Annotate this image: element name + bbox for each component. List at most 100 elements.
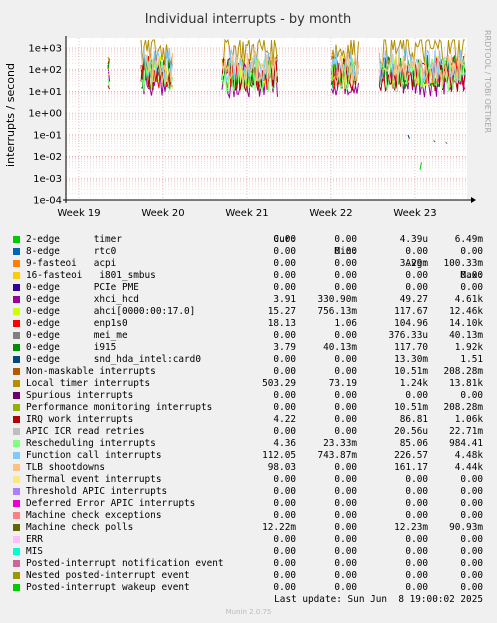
value-max: 100.33m — [443, 258, 483, 269]
value-avg: 0.00 — [405, 570, 428, 581]
legend-row: Rescheduling interrupts 4.36 23.33m 85.06 98… — [0, 438, 497, 450]
value-min: 0.00 — [334, 246, 357, 257]
legend-row: Machine check polls 12.22m 0.00 12.23m 90.93… — [0, 522, 497, 534]
legend-label: 0-edge enp1s0 — [26, 318, 128, 329]
value-max: 4.44k — [454, 462, 483, 473]
legend-label: Function call interrupts — [26, 450, 162, 461]
legend-label: MIS — [26, 546, 43, 557]
y-tick-label: 1e-03 — [33, 174, 62, 185]
value-avg: 10.51m — [394, 366, 428, 377]
legend-label: Non-maskable interrupts — [26, 366, 156, 377]
legend-swatch — [13, 572, 20, 579]
legend-row: Spurious interrupts 0.00 0.00 0.00 0.00 — [0, 390, 497, 402]
rrdtool-credit: RRDTOOL / TOBI OETIKER — [483, 30, 492, 133]
value-max: 984.41 — [449, 438, 483, 449]
value-avg: 13.30m — [394, 354, 428, 365]
legend-swatch — [13, 500, 20, 507]
value-max: 0.00 — [460, 486, 483, 497]
legend-rows: 2-edge timer 0.00 0.00 4.39u 6.49m 8-edge rtc… — [0, 234, 497, 594]
legend-label: ERR — [26, 534, 43, 545]
legend-label: IRQ work interrupts — [26, 414, 134, 425]
value-max: 22.71m — [449, 426, 483, 437]
value-avg: 0.00 — [405, 510, 428, 521]
value-cur: 0.00 — [273, 330, 296, 341]
legend-label: 0-edge i915 — [26, 342, 117, 353]
legend-row: Performance monitoring interrupts 0.00 0.0… — [0, 402, 497, 414]
value-avg: 104.96 — [394, 318, 428, 329]
value-min: 0.00 — [334, 582, 357, 593]
value-cur: 3.91 — [273, 294, 296, 305]
value-max: 0.00 — [460, 558, 483, 569]
legend-swatch — [13, 392, 20, 399]
legend-label: APIC ICR read retries — [26, 426, 145, 437]
x-tick-label: Week 19 — [57, 208, 100, 219]
value-cur: 4.22 — [273, 414, 296, 425]
y-tick-label: 1e+00 — [28, 109, 62, 120]
value-max: 1.06k — [454, 414, 483, 425]
legend-label: 9-fasteoi acpi — [26, 258, 117, 269]
value-cur: 0.00 — [273, 426, 296, 437]
value-cur: 0.00 — [273, 570, 296, 581]
legend-row: Machine check exceptions 0.00 0.00 0.00 0.00 — [0, 510, 497, 522]
value-min: 743.87m — [317, 450, 357, 461]
y-tick-label: 1e-04 — [33, 196, 62, 207]
legend-label: Performance monitoring interrupts — [26, 402, 213, 413]
y-tick-label: 1e+02 — [28, 65, 62, 76]
legend-swatch — [13, 272, 20, 279]
legend-row: 0-edge xhci_hcd 3.91 330.90m 49.27 4.61k — [0, 294, 497, 306]
legend-swatch — [13, 284, 20, 291]
legend-swatch — [13, 308, 20, 315]
value-avg: 4.39u — [399, 234, 428, 245]
legend-row: TLB shootdowns 98.03 0.00 161.17 4.44k — [0, 462, 497, 474]
value-avg: 12.23m — [394, 522, 428, 533]
legend-swatch — [13, 416, 20, 423]
value-min: 0.00 — [334, 522, 357, 533]
value-max: 1.92k — [454, 342, 483, 353]
x-tick-label: Week 22 — [309, 208, 352, 219]
value-max: 0.00 — [460, 246, 483, 257]
legend-row: 0-edge i915 3.79 40.13m 117.70 1.92k — [0, 342, 497, 354]
value-min: 40.13m — [323, 342, 357, 353]
value-min: 0.00 — [334, 462, 357, 473]
legend-swatch — [13, 548, 20, 555]
legend-swatch — [13, 476, 20, 483]
value-cur: 0.00 — [273, 390, 296, 401]
value-min: 0.00 — [334, 570, 357, 581]
legend-header: Cur: Min: Avg: Max: — [0, 222, 497, 281]
value-max: 6.49m — [454, 234, 483, 245]
legend-label: 0-edge ahci[0000:00:17.0] — [26, 306, 196, 317]
value-cur: 0.00 — [273, 534, 296, 545]
value-max: 208.28m — [443, 402, 483, 413]
value-max: 0.00 — [460, 570, 483, 581]
y-tick-label: 1e-01 — [33, 130, 62, 141]
value-min: 0.00 — [334, 414, 357, 425]
legend-label: 0-edge xhci_hcd — [26, 294, 139, 305]
value-cur: 0.00 — [273, 234, 296, 245]
legend-label: Deferred Error APIC interrupts — [26, 498, 196, 509]
x-tick-label: Week 21 — [225, 208, 268, 219]
value-avg: 3.29m — [399, 258, 428, 269]
legend-label: Rescheduling interrupts — [26, 438, 156, 449]
y-tick-label: 1e+01 — [28, 87, 62, 98]
x-axis-arrow — [471, 197, 476, 203]
value-cur: 4.36 — [273, 438, 296, 449]
value-min: 23.33m — [323, 438, 357, 449]
legend-row: Threshold APIC interrupts 0.00 0.00 0.00 0.0… — [0, 486, 497, 498]
value-avg: 117.67 — [394, 306, 428, 317]
value-avg: 376.33u — [388, 330, 428, 341]
legend-row: 0-edge ahci[0000:00:17.0] 15.27 756.13m 117… — [0, 306, 497, 318]
value-avg: 85.06 — [399, 438, 428, 449]
x-tick-label: Week 20 — [141, 208, 184, 219]
value-cur: 112.05 — [262, 450, 296, 461]
value-min: 73.19 — [328, 378, 357, 389]
value-max: 12.46k — [449, 306, 483, 317]
value-avg: 49.27 — [399, 294, 428, 305]
value-cur: 0.00 — [273, 258, 296, 269]
value-max: 208.28m — [443, 366, 483, 377]
value-max: 40.13m — [449, 330, 483, 341]
value-min: 0.00 — [334, 498, 357, 509]
value-min: 0.00 — [334, 558, 357, 569]
header-max: Max: — [460, 270, 483, 281]
value-avg: 0.00 — [405, 486, 428, 497]
legend-label: Thermal event interrupts — [26, 474, 162, 485]
